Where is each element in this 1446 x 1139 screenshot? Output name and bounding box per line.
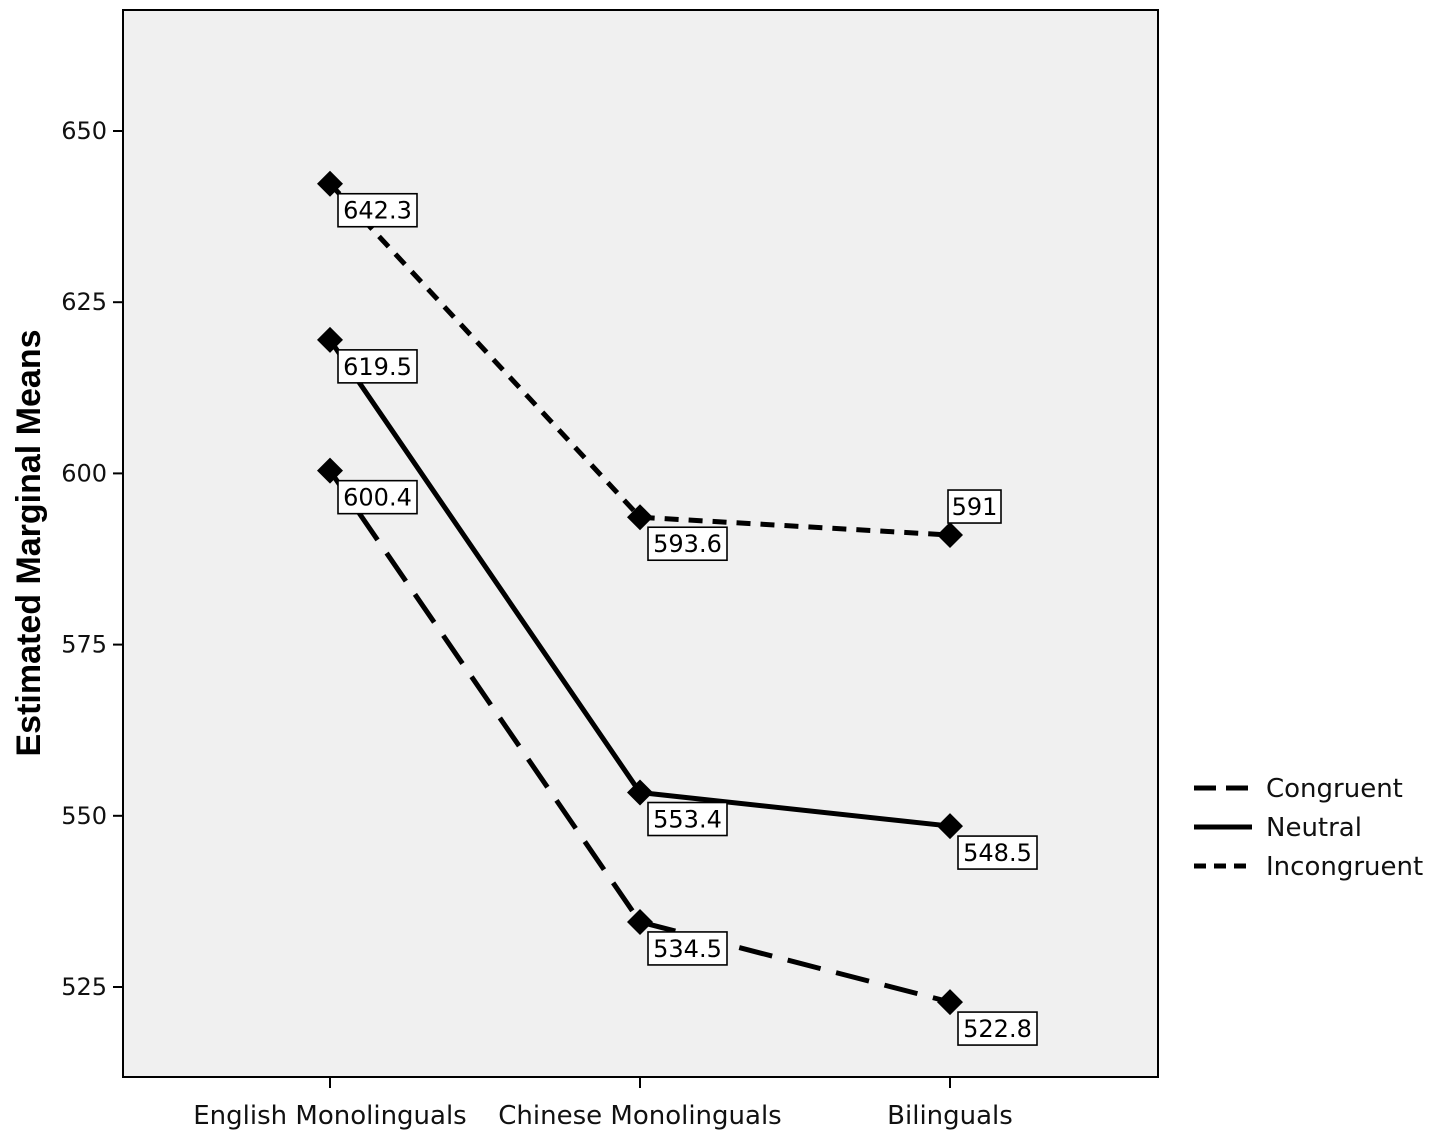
series-line-congruent (327, 469, 951, 1005)
y-axis: 525 550 575 600 625 650 (61, 117, 123, 1001)
data-point-marker (937, 522, 963, 549)
data-label: 553.4 (647, 801, 728, 837)
x-axis: English Monolinguals Chinese Monolinguals… (193, 1077, 1013, 1131)
data-label-text: 553.4 (653, 806, 722, 834)
data-label-text: 548.5 (963, 839, 1032, 867)
data-label-text: 600.4 (343, 484, 412, 512)
data-label-box (337, 192, 418, 228)
data-point-marker (627, 908, 653, 935)
series-line-incongruent (328, 182, 951, 538)
plot-area (122, 9, 1159, 1078)
data-labels: 600.4 534.5 522.8 619.5 553.4 548.5 642.3 593.6… (337, 192, 1038, 1046)
data-label-text: 522.8 (963, 1015, 1032, 1043)
y-tick-label: 650 (61, 117, 107, 145)
data-label-text: 642.3 (343, 197, 412, 225)
y-tick-label: 525 (61, 973, 107, 1001)
data-point-marker (317, 170, 343, 197)
data-label: 600.4 (337, 479, 418, 515)
data-point-marker (937, 813, 963, 840)
data-label: 522.8 (957, 1011, 1038, 1046)
x-category-label: Chinese Monolinguals (498, 1101, 781, 1131)
y-tick-label: 575 (61, 631, 107, 659)
data-label-text: 593.6 (653, 530, 722, 558)
data-label-box (647, 931, 728, 966)
data-label-box (337, 349, 418, 384)
data-label-text: 619.5 (343, 353, 412, 381)
y-tick-label: 550 (61, 802, 107, 830)
data-label-text: 591 (952, 493, 998, 521)
data-label: 534.5 (647, 931, 728, 966)
legend-label-neutral: Neutral (1266, 813, 1362, 843)
data-point-marker (627, 779, 653, 806)
data-point-marker (627, 504, 653, 531)
data-label-box (957, 835, 1038, 870)
x-category-label: English Monolinguals (193, 1101, 466, 1131)
y-axis-label: Estimated Marginal Means (10, 329, 48, 756)
legend-label-incongruent: Incongruent (1266, 852, 1423, 882)
x-category-label: Bilinguals (887, 1101, 1013, 1131)
data-label-box (947, 489, 1002, 524)
series-markers (317, 170, 963, 1016)
data-point-marker (317, 457, 343, 484)
legend: Congruent Neutral Incongruent (1194, 774, 1423, 882)
y-tick-label: 600 (61, 459, 107, 487)
data-label: 642.3 (337, 192, 418, 228)
data-label: 548.5 (957, 835, 1038, 870)
data-label-box (337, 479, 418, 515)
y-tick-label: 625 (61, 288, 107, 316)
data-label: 619.5 (337, 349, 418, 384)
data-label-box (957, 1011, 1038, 1046)
data-label-box (647, 526, 728, 562)
data-label: 593.6 (647, 526, 728, 562)
data-label: 591 (947, 489, 1002, 524)
data-label-box (647, 801, 728, 837)
data-point-marker (317, 326, 343, 353)
data-label-text: 534.5 (653, 935, 722, 963)
data-point-marker (937, 989, 963, 1016)
legend-label-congruent: Congruent (1266, 774, 1403, 804)
